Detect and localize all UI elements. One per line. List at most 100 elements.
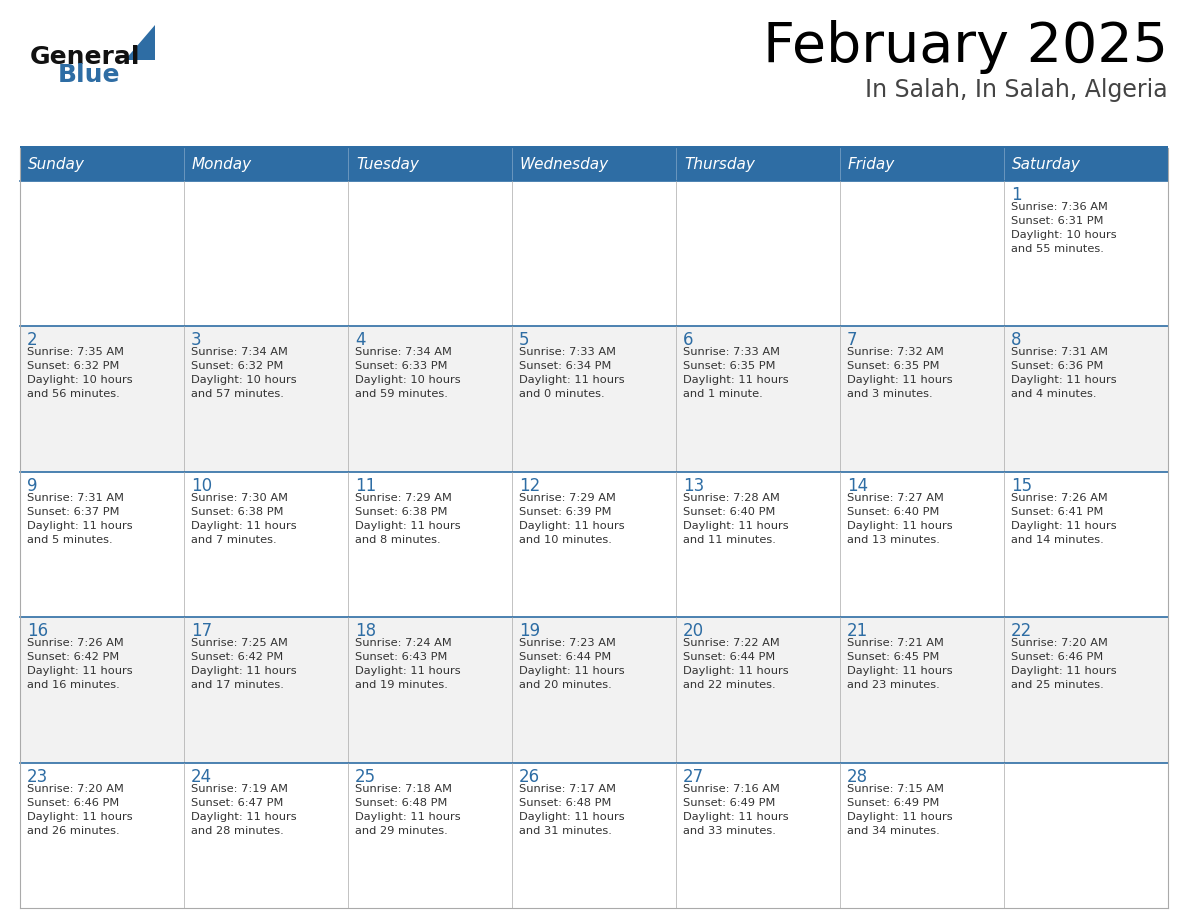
Text: Monday: Monday [192,157,252,172]
Text: and 26 minutes.: and 26 minutes. [27,825,120,835]
Text: Sunrise: 7:27 AM: Sunrise: 7:27 AM [847,493,944,503]
Text: Sunrise: 7:22 AM: Sunrise: 7:22 AM [683,638,779,648]
Text: 16: 16 [27,622,49,640]
Text: Sunset: 6:32 PM: Sunset: 6:32 PM [191,362,284,372]
Text: Sunset: 6:39 PM: Sunset: 6:39 PM [519,507,612,517]
Text: Sunset: 6:35 PM: Sunset: 6:35 PM [683,362,776,372]
Text: Sunrise: 7:29 AM: Sunrise: 7:29 AM [519,493,615,503]
Text: Sunset: 6:37 PM: Sunset: 6:37 PM [27,507,120,517]
Text: and 14 minutes.: and 14 minutes. [1011,535,1104,544]
Text: Sunrise: 7:17 AM: Sunrise: 7:17 AM [519,784,617,793]
Text: Daylight: 11 hours: Daylight: 11 hours [27,666,133,677]
Text: 26: 26 [519,767,541,786]
Text: February 2025: February 2025 [763,20,1168,74]
Text: 6: 6 [683,331,694,350]
Text: Daylight: 11 hours: Daylight: 11 hours [27,812,133,822]
Text: Sunset: 6:38 PM: Sunset: 6:38 PM [191,507,284,517]
Text: Daylight: 10 hours: Daylight: 10 hours [1011,230,1117,240]
Bar [20,472,1168,617]
Text: Sunset: 6:48 PM: Sunset: 6:48 PM [355,798,448,808]
Text: Sunrise: 7:20 AM: Sunrise: 7:20 AM [27,784,124,793]
Text: and 5 minutes.: and 5 minutes. [27,535,113,544]
Text: Sunrise: 7:28 AM: Sunrise: 7:28 AM [683,493,779,503]
Text: and 29 minutes.: and 29 minutes. [355,825,448,835]
Text: Sunset: 6:33 PM: Sunset: 6:33 PM [355,362,448,372]
Text: Sunset: 6:34 PM: Sunset: 6:34 PM [519,362,612,372]
Text: Daylight: 11 hours: Daylight: 11 hours [683,521,789,531]
Text: Sunset: 6:43 PM: Sunset: 6:43 PM [355,652,448,662]
Text: 14: 14 [847,476,868,495]
Text: 11: 11 [355,476,377,495]
Text: Sunset: 6:38 PM: Sunset: 6:38 PM [355,507,448,517]
Text: and 0 minutes.: and 0 minutes. [519,389,605,399]
Text: Sunset: 6:36 PM: Sunset: 6:36 PM [1011,362,1104,372]
Text: Sunset: 6:49 PM: Sunset: 6:49 PM [847,798,940,808]
Polygon shape [125,25,154,60]
Text: 28: 28 [847,767,868,786]
Text: Sunset: 6:47 PM: Sunset: 6:47 PM [191,798,284,808]
Text: and 23 minutes.: and 23 minutes. [847,680,940,690]
Text: Daylight: 11 hours: Daylight: 11 hours [191,521,297,531]
Text: Sunrise: 7:19 AM: Sunrise: 7:19 AM [191,784,287,793]
Text: 13: 13 [683,476,704,495]
Text: and 3 minutes.: and 3 minutes. [847,389,933,399]
Text: Wednesday: Wednesday [520,157,609,172]
Text: 1: 1 [1011,186,1022,204]
Text: Blue: Blue [58,63,120,87]
Text: Sunset: 6:32 PM: Sunset: 6:32 PM [27,362,119,372]
Text: Sunset: 6:46 PM: Sunset: 6:46 PM [27,798,119,808]
Text: Friday: Friday [848,157,896,172]
Text: Thursday: Thursday [684,157,754,172]
Text: and 34 minutes.: and 34 minutes. [847,825,940,835]
Text: and 25 minutes.: and 25 minutes. [1011,680,1104,690]
Text: Daylight: 11 hours: Daylight: 11 hours [847,812,953,822]
Text: 7: 7 [847,331,858,350]
Text: Daylight: 11 hours: Daylight: 11 hours [355,812,461,822]
Text: Daylight: 11 hours: Daylight: 11 hours [191,666,297,677]
Text: and 57 minutes.: and 57 minutes. [191,389,284,399]
Text: Daylight: 11 hours: Daylight: 11 hours [683,666,789,677]
Text: 17: 17 [191,622,213,640]
Text: 2: 2 [27,331,38,350]
Text: Sunrise: 7:30 AM: Sunrise: 7:30 AM [191,493,287,503]
Text: and 8 minutes.: and 8 minutes. [355,535,441,544]
Text: 3: 3 [191,331,202,350]
Text: Sunrise: 7:29 AM: Sunrise: 7:29 AM [355,493,451,503]
Text: 23: 23 [27,767,49,786]
Text: Sunset: 6:42 PM: Sunset: 6:42 PM [27,652,119,662]
Text: Sunset: 6:49 PM: Sunset: 6:49 PM [683,798,776,808]
Text: Saturday: Saturday [1012,157,1081,172]
Text: and 22 minutes.: and 22 minutes. [683,680,776,690]
Text: and 55 minutes.: and 55 minutes. [1011,244,1104,254]
Text: and 33 minutes.: and 33 minutes. [683,825,776,835]
Text: Daylight: 11 hours: Daylight: 11 hours [355,521,461,531]
Text: 12: 12 [519,476,541,495]
Bar [20,327,1168,472]
Text: Daylight: 11 hours: Daylight: 11 hours [683,812,789,822]
Text: Sunset: 6:44 PM: Sunset: 6:44 PM [519,652,612,662]
Text: Sunset: 6:46 PM: Sunset: 6:46 PM [1011,652,1104,662]
Text: Daylight: 11 hours: Daylight: 11 hours [847,666,953,677]
Text: Daylight: 11 hours: Daylight: 11 hours [27,521,133,531]
Text: and 28 minutes.: and 28 minutes. [191,825,284,835]
Text: and 20 minutes.: and 20 minutes. [519,680,612,690]
Text: and 7 minutes.: and 7 minutes. [191,535,277,544]
Text: Daylight: 11 hours: Daylight: 11 hours [519,812,625,822]
Text: Sunrise: 7:31 AM: Sunrise: 7:31 AM [1011,347,1108,357]
Text: Sunrise: 7:16 AM: Sunrise: 7:16 AM [683,784,779,793]
Text: General: General [30,45,140,69]
Text: and 56 minutes.: and 56 minutes. [27,389,120,399]
Text: Daylight: 11 hours: Daylight: 11 hours [519,521,625,531]
Text: and 19 minutes.: and 19 minutes. [355,680,448,690]
Bar [20,148,1168,181]
Text: Daylight: 11 hours: Daylight: 11 hours [683,375,789,386]
Text: Sunrise: 7:24 AM: Sunrise: 7:24 AM [355,638,451,648]
Text: Daylight: 11 hours: Daylight: 11 hours [847,375,953,386]
Text: Sunrise: 7:33 AM: Sunrise: 7:33 AM [519,347,617,357]
Text: In Salah, In Salah, Algeria: In Salah, In Salah, Algeria [865,78,1168,102]
Text: 9: 9 [27,476,38,495]
Bar [20,181,1168,327]
Text: Sunrise: 7:15 AM: Sunrise: 7:15 AM [847,784,944,793]
Text: Sunrise: 7:35 AM: Sunrise: 7:35 AM [27,347,124,357]
Text: Sunrise: 7:32 AM: Sunrise: 7:32 AM [847,347,944,357]
